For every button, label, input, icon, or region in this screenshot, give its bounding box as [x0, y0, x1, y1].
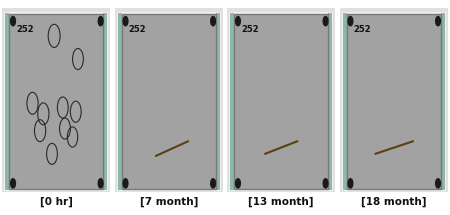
Circle shape	[436, 17, 441, 26]
Bar	[5, 13, 9, 190]
Circle shape	[348, 179, 353, 188]
Circle shape	[98, 17, 103, 26]
Bar	[115, 8, 223, 192]
Bar	[104, 13, 107, 190]
Circle shape	[11, 17, 15, 26]
Circle shape	[11, 179, 15, 188]
Bar	[216, 13, 220, 190]
Text: [18 month]: [18 month]	[361, 197, 427, 207]
Text: [0 hr]: [0 hr]	[40, 197, 73, 207]
Circle shape	[211, 17, 216, 26]
Bar	[2, 8, 110, 192]
Circle shape	[211, 179, 216, 188]
Circle shape	[436, 179, 441, 188]
Bar	[122, 14, 216, 189]
Circle shape	[323, 179, 328, 188]
Bar	[340, 8, 448, 192]
Bar	[230, 13, 234, 190]
Bar	[346, 14, 441, 189]
Bar	[5, 13, 107, 190]
Circle shape	[236, 17, 240, 26]
Bar	[343, 13, 346, 190]
Bar	[227, 8, 335, 192]
Bar	[441, 13, 445, 190]
Bar	[343, 13, 445, 190]
Text: [7 month]: [7 month]	[140, 197, 198, 207]
Text: 252: 252	[241, 25, 259, 34]
Bar	[118, 13, 220, 190]
Circle shape	[123, 17, 128, 26]
Circle shape	[123, 179, 128, 188]
Text: [13 month]: [13 month]	[248, 197, 314, 207]
Circle shape	[323, 17, 328, 26]
Bar	[328, 13, 332, 190]
Circle shape	[348, 17, 353, 26]
Circle shape	[98, 179, 103, 188]
Circle shape	[236, 179, 240, 188]
Text: 252: 252	[129, 25, 146, 34]
Bar	[9, 14, 104, 189]
Text: 252: 252	[354, 25, 371, 34]
Text: 252: 252	[16, 25, 34, 34]
Bar	[234, 14, 328, 189]
Bar	[118, 13, 122, 190]
Bar	[230, 13, 332, 190]
